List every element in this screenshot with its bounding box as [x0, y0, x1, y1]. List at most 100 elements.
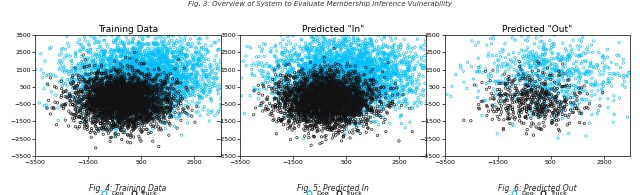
Point	[327, 80, 337, 83]
Point	[147, 90, 157, 93]
Point	[388, 44, 398, 47]
Point	[341, 93, 351, 96]
Point	[145, 116, 155, 119]
Point	[253, 97, 264, 100]
Point	[330, 85, 340, 89]
Point	[129, 53, 139, 56]
Point	[359, 82, 369, 85]
Point	[81, 104, 92, 107]
Point	[333, 65, 343, 68]
Point	[118, 70, 128, 73]
Point	[492, 54, 502, 57]
Point	[314, 89, 324, 92]
Point	[367, 91, 378, 94]
Point	[312, 89, 323, 92]
Point	[150, 108, 161, 111]
Point	[298, 111, 308, 114]
Point	[81, 109, 92, 112]
Point	[198, 57, 209, 60]
Point	[374, 114, 385, 117]
Point	[176, 49, 186, 52]
Point	[106, 48, 116, 51]
Point	[120, 82, 130, 85]
Point	[292, 86, 303, 89]
Point	[116, 97, 127, 100]
Point	[153, 66, 163, 69]
Point	[129, 120, 140, 123]
Point	[343, 102, 353, 105]
Point	[90, 124, 100, 128]
Point	[143, 62, 154, 66]
Point	[334, 75, 344, 78]
Point	[314, 101, 324, 104]
Point	[241, 54, 252, 58]
Point	[325, 106, 335, 109]
Point	[282, 99, 292, 102]
Point	[155, 102, 165, 105]
Point	[200, 65, 210, 68]
Point	[279, 54, 289, 57]
Point	[288, 109, 298, 112]
Point	[129, 97, 139, 100]
Point	[122, 109, 132, 113]
Point	[138, 79, 148, 82]
Point	[302, 89, 312, 92]
Point	[113, 87, 124, 90]
Point	[127, 75, 138, 79]
Point	[105, 106, 115, 109]
Point	[412, 37, 422, 41]
Point	[335, 81, 345, 84]
Point	[111, 59, 121, 62]
Point	[155, 61, 165, 64]
Point	[310, 78, 320, 82]
Point	[330, 69, 340, 72]
Point	[160, 78, 170, 81]
Point	[367, 95, 378, 98]
Point	[142, 100, 152, 104]
Point	[312, 83, 323, 87]
Point	[288, 107, 298, 110]
Point	[123, 49, 133, 52]
Point	[158, 40, 168, 43]
Point	[579, 122, 589, 125]
Point	[349, 108, 360, 111]
Point	[176, 96, 186, 99]
Point	[329, 73, 339, 76]
Point	[144, 87, 154, 90]
Point	[326, 50, 336, 53]
Point	[517, 92, 527, 95]
Point	[302, 44, 312, 47]
Point	[124, 83, 134, 86]
Point	[294, 114, 305, 117]
Point	[369, 76, 379, 79]
Point	[90, 89, 100, 92]
Point	[565, 70, 575, 73]
Point	[287, 104, 297, 107]
Point	[111, 99, 122, 102]
Point	[518, 72, 528, 75]
Point	[151, 79, 161, 82]
Point	[319, 98, 330, 102]
Point	[290, 81, 300, 84]
Point	[142, 117, 152, 120]
Point	[306, 113, 316, 116]
Point	[333, 92, 343, 95]
Point	[353, 111, 364, 114]
Point	[366, 106, 376, 109]
Point	[351, 59, 362, 62]
Point	[143, 82, 154, 85]
Point	[120, 65, 130, 68]
Point	[392, 93, 403, 96]
Point	[358, 76, 368, 80]
Point	[112, 18, 122, 21]
Point	[349, 62, 360, 65]
Point	[174, 57, 184, 60]
Point	[125, 107, 135, 110]
Point	[438, 57, 449, 60]
Point	[85, 35, 95, 38]
Point	[230, 67, 240, 71]
Point	[392, 64, 402, 67]
Point	[370, 59, 380, 62]
Point	[135, 84, 145, 87]
Point	[146, 98, 156, 101]
